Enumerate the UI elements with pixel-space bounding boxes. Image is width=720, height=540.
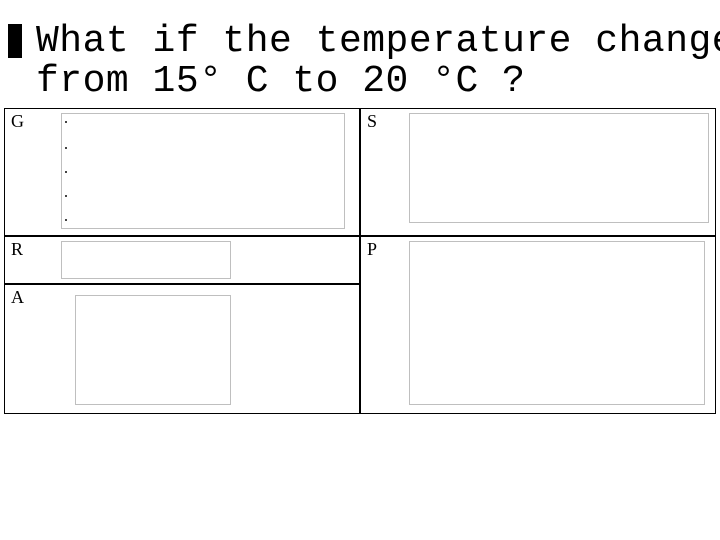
cell-s-content-box	[409, 113, 709, 223]
cell-g: G	[4, 108, 360, 236]
cell-r-label: R	[11, 239, 23, 259]
title-line-1: What if the temperature changes	[8, 22, 714, 62]
cell-p-content-box	[409, 241, 705, 405]
title-block: What if the temperature changes from 15°…	[8, 22, 714, 102]
cell-a-content-box	[75, 295, 231, 405]
cell-r-content-box	[61, 241, 231, 279]
cell-p: P	[360, 236, 716, 414]
title-accent-bar	[8, 24, 22, 58]
cell-g-bullet	[65, 121, 67, 123]
cell-s: S	[360, 108, 716, 236]
title-line-2: from 15° C to 20 °C ?	[8, 62, 714, 102]
cell-r: R	[4, 236, 360, 284]
cell-p-label: P	[367, 239, 377, 259]
cell-g-label: G	[11, 111, 24, 131]
cell-g-content-box	[61, 113, 345, 229]
cell-g-bullet	[65, 195, 67, 197]
cell-s-label: S	[367, 111, 377, 131]
cell-g-bullet	[65, 171, 67, 173]
cell-a: A	[4, 284, 360, 414]
cell-g-bullet	[65, 147, 67, 149]
cell-g-bullet	[65, 219, 67, 221]
cell-a-label: A	[11, 287, 24, 307]
